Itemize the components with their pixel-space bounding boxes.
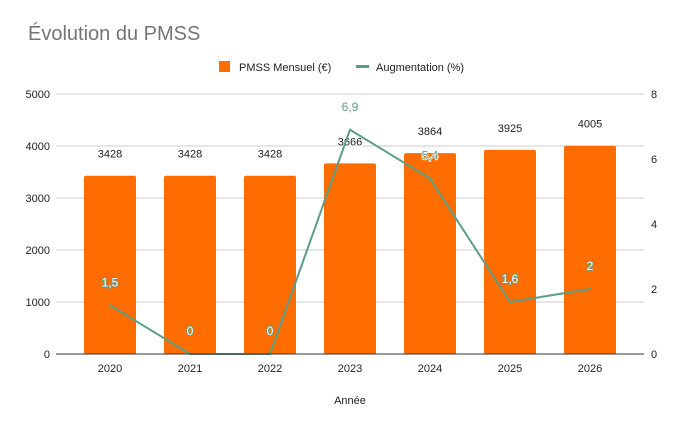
legend-swatch-bar xyxy=(219,61,230,72)
legend-label-line: Augmentation (%) xyxy=(376,62,464,74)
bar xyxy=(164,175,216,354)
x-tick-label: 2024 xyxy=(418,363,442,375)
x-tick-label: 2026 xyxy=(578,363,602,375)
bar xyxy=(244,175,296,354)
y-tick-label: 2000 xyxy=(26,245,50,257)
y-right-tick-label: 6 xyxy=(651,154,657,166)
line-data-label: 0 xyxy=(187,324,194,338)
bar-data-label: 3428 xyxy=(178,149,202,161)
bar xyxy=(324,163,376,354)
line-data-label: 1,6 xyxy=(502,272,519,286)
y-tick-label: 3000 xyxy=(26,193,50,205)
x-tick-label: 2022 xyxy=(258,363,282,375)
bar-data-label: 4005 xyxy=(578,119,602,131)
bar-data-label: 3666 xyxy=(338,136,362,148)
y-right-tick-label: 0 xyxy=(651,349,657,361)
x-tick-label: 2023 xyxy=(338,363,362,375)
y-tick-label: 1000 xyxy=(26,297,50,309)
bar xyxy=(404,153,456,354)
y-right-tick-label: 8 xyxy=(651,89,657,101)
x-tick-label: 2020 xyxy=(98,363,122,375)
line-data-label: 6,9 xyxy=(342,100,359,114)
bar-data-label: 3925 xyxy=(498,123,522,135)
y-tick-label: 5000 xyxy=(26,89,50,101)
bar xyxy=(484,149,536,354)
line-point xyxy=(509,301,511,303)
line-data-label: 0 xyxy=(267,324,274,338)
line-point xyxy=(349,128,351,131)
line-data-label: 2 xyxy=(587,259,594,273)
legend: PMSS Mensuel (€) Augmentation (%) xyxy=(219,61,464,74)
line-point xyxy=(429,177,431,180)
x-axis-title: Année xyxy=(334,395,366,407)
y-right-tick-label: 2 xyxy=(651,284,657,296)
line-data-label: 5,4 xyxy=(422,149,439,163)
bar xyxy=(84,175,136,354)
y-tick-label: 4000 xyxy=(26,141,50,153)
chart-title: Évolution du PMSS xyxy=(28,22,200,45)
y-right-tick-label: 4 xyxy=(651,219,657,231)
line-point xyxy=(109,304,111,307)
bar-data-label: 3428 xyxy=(98,149,122,161)
legend-swatch-line xyxy=(356,65,369,68)
y-tick-label: 0 xyxy=(44,349,50,361)
x-tick-label: 2021 xyxy=(178,363,202,375)
bar xyxy=(564,145,616,354)
bar-data-label: 3428 xyxy=(258,149,282,161)
legend-label-bar: PMSS Mensuel (€) xyxy=(239,62,331,74)
line-data-label: 1,5 xyxy=(102,275,119,289)
x-tick-label: 2025 xyxy=(498,363,522,375)
line-point xyxy=(589,288,591,290)
bar-data-label: 3864 xyxy=(418,126,442,138)
